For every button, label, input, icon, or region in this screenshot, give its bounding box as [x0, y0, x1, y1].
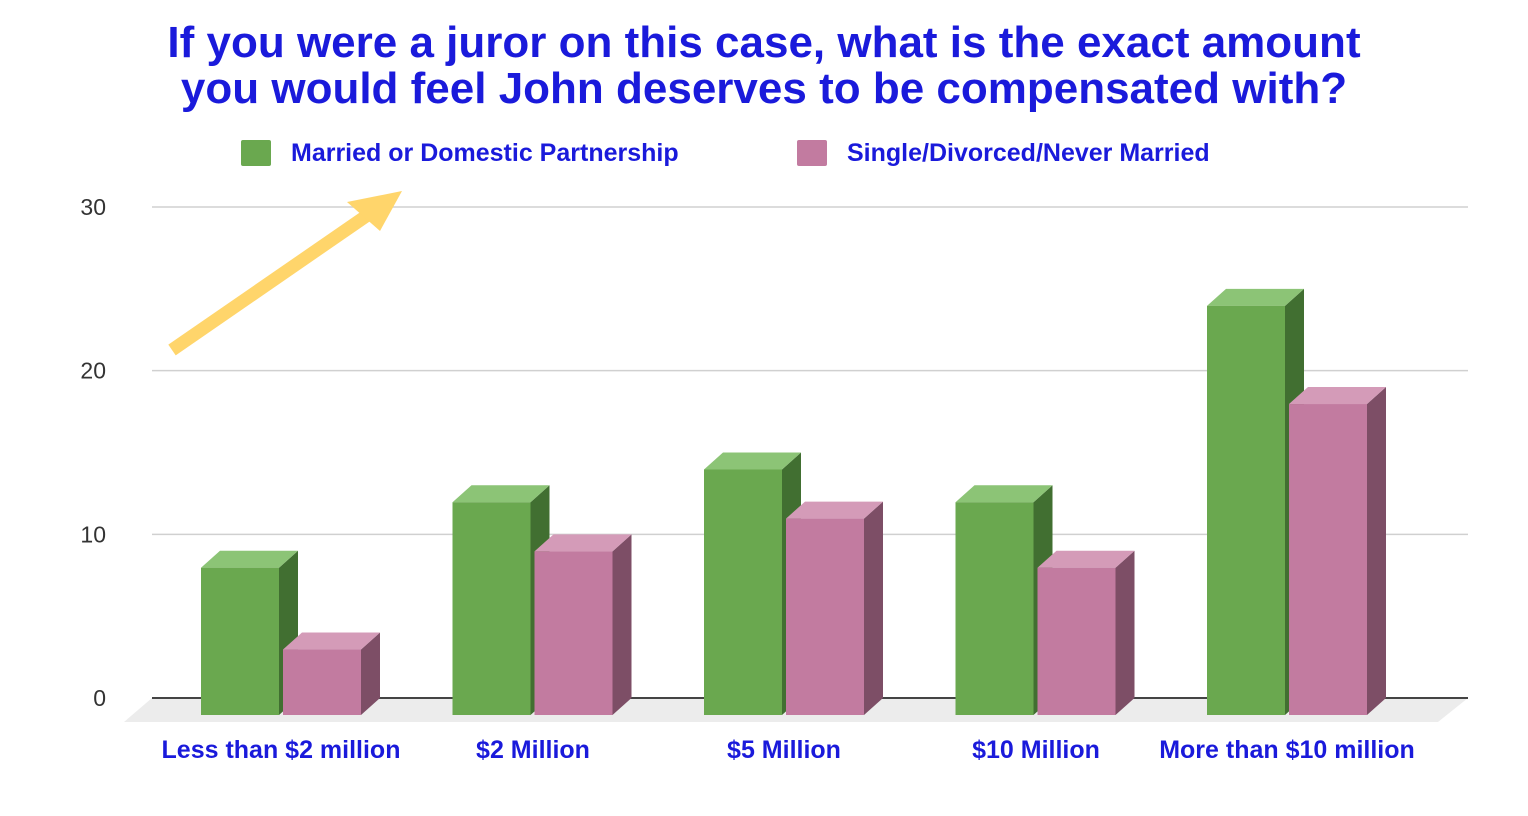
legend: Married or Domestic Partnership Single/D… [241, 139, 1210, 167]
bar [1289, 387, 1386, 715]
bar-side [361, 632, 380, 715]
bar-top [1289, 387, 1386, 405]
bar-top [955, 485, 1053, 503]
bar-top [283, 632, 380, 650]
bar [201, 550, 298, 715]
bar-top [534, 534, 632, 552]
legend-label-single: Single/Divorced/Never Married [847, 139, 1210, 167]
bar-front [955, 502, 1034, 715]
y-tick-label: 30 [80, 194, 106, 220]
bar-front [283, 649, 361, 715]
chart-title-line-1: If you were a juror on this case, what i… [167, 18, 1361, 67]
y-tick-label: 10 [80, 521, 106, 547]
y-tick-label: 0 [93, 685, 106, 711]
y-tick-label: 20 [80, 358, 106, 384]
bar-side [1115, 550, 1135, 715]
bar-top [1037, 550, 1135, 568]
bar-front [786, 518, 864, 715]
bar-top [452, 485, 550, 503]
bar [1037, 550, 1135, 715]
y-axis: 0 10 20 30 [80, 194, 106, 711]
bar [786, 501, 883, 715]
bar-front [201, 567, 279, 715]
x-tick-label: Less than $2 million [162, 736, 401, 764]
bar-front [1289, 404, 1367, 715]
bar-front [704, 469, 782, 715]
highlight-arrow-icon [168, 191, 402, 356]
bar-front [534, 551, 613, 715]
bar-side [1367, 387, 1386, 715]
x-tick-label: $10 Million [972, 736, 1100, 764]
bar-top [1207, 288, 1304, 306]
bar-top [704, 452, 801, 470]
legend-label-married: Married or Domestic Partnership [291, 139, 679, 167]
x-axis: Less than $2 million $2 Million $5 Million… [162, 736, 1415, 764]
bar-side [864, 501, 883, 715]
chart-title-line-2: you would feel John deserves to be compe… [181, 64, 1347, 113]
legend-swatch-married [241, 140, 271, 166]
bar-front [1037, 567, 1116, 715]
legend-swatch-single [797, 140, 827, 166]
bar-top [786, 501, 883, 519]
bar-top [201, 550, 298, 568]
bars [201, 288, 1386, 715]
bar-front [1207, 305, 1285, 715]
bar-front [452, 502, 531, 715]
bar-side [612, 534, 632, 715]
x-tick-label: $5 Million [727, 736, 841, 764]
x-tick-label: More than $10 million [1159, 736, 1415, 764]
x-tick-label: $2 Million [476, 736, 590, 764]
bar [283, 632, 380, 715]
bar [534, 534, 632, 715]
